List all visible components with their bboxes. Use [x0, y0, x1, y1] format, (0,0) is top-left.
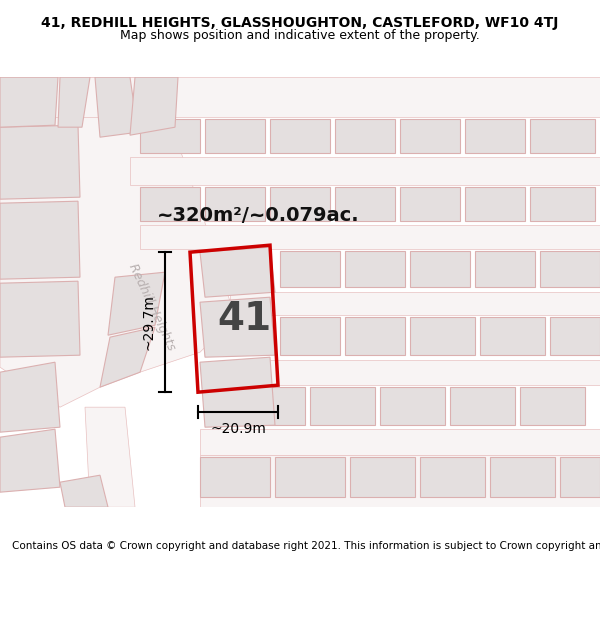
Text: ~29.7m: ~29.7m [141, 294, 155, 350]
Text: Contains OS data © Crown copyright and database right 2021. This information is : Contains OS data © Crown copyright and d… [12, 541, 600, 551]
Polygon shape [410, 317, 475, 355]
Polygon shape [95, 77, 138, 137]
Polygon shape [335, 188, 395, 221]
Text: ~20.9m: ~20.9m [210, 422, 266, 436]
Polygon shape [0, 125, 80, 199]
Polygon shape [450, 387, 515, 425]
Text: Redhill Heights: Redhill Heights [126, 262, 178, 352]
Polygon shape [420, 458, 485, 498]
Polygon shape [240, 387, 305, 425]
Polygon shape [130, 157, 600, 185]
Polygon shape [465, 119, 525, 153]
Text: 41: 41 [217, 299, 271, 338]
Polygon shape [140, 225, 600, 249]
Polygon shape [310, 387, 375, 425]
Polygon shape [205, 119, 265, 153]
Polygon shape [60, 475, 108, 508]
Polygon shape [490, 458, 555, 498]
Polygon shape [345, 317, 405, 355]
Polygon shape [200, 357, 275, 428]
Polygon shape [380, 387, 445, 425]
Polygon shape [335, 119, 395, 153]
Polygon shape [205, 188, 265, 221]
Polygon shape [350, 458, 415, 498]
Polygon shape [0, 77, 58, 128]
Polygon shape [0, 77, 600, 118]
Polygon shape [100, 328, 155, 387]
Polygon shape [85, 408, 135, 508]
Polygon shape [530, 119, 595, 153]
Polygon shape [130, 77, 178, 135]
Text: 41, REDHILL HEIGHTS, GLASSHOUGHTON, CASTLEFORD, WF10 4TJ: 41, REDHILL HEIGHTS, GLASSHOUGHTON, CAST… [41, 16, 559, 30]
Polygon shape [0, 429, 60, 493]
Polygon shape [280, 317, 340, 355]
Polygon shape [345, 251, 405, 288]
Polygon shape [560, 458, 600, 498]
Polygon shape [200, 247, 275, 297]
Polygon shape [0, 77, 235, 408]
Polygon shape [520, 387, 585, 425]
Polygon shape [410, 251, 470, 288]
Polygon shape [0, 362, 60, 432]
Text: ~320m²/~0.079ac.: ~320m²/~0.079ac. [157, 206, 359, 225]
Polygon shape [540, 251, 600, 288]
Polygon shape [0, 281, 80, 357]
Polygon shape [58, 77, 90, 128]
Polygon shape [0, 201, 80, 279]
Text: Map shows position and indicative extent of the property.: Map shows position and indicative extent… [120, 29, 480, 42]
Polygon shape [108, 272, 165, 335]
Polygon shape [230, 360, 600, 385]
Polygon shape [270, 188, 330, 221]
Polygon shape [480, 317, 545, 355]
Polygon shape [200, 458, 270, 498]
Polygon shape [530, 188, 595, 221]
Polygon shape [400, 188, 460, 221]
Polygon shape [400, 119, 460, 153]
Polygon shape [140, 188, 200, 221]
Polygon shape [475, 251, 535, 288]
Polygon shape [200, 429, 600, 455]
Polygon shape [230, 292, 600, 315]
Polygon shape [200, 455, 600, 508]
Polygon shape [200, 297, 275, 357]
Polygon shape [270, 119, 330, 153]
Polygon shape [140, 119, 200, 153]
Polygon shape [275, 458, 345, 498]
Polygon shape [280, 251, 340, 288]
Polygon shape [550, 317, 600, 355]
Polygon shape [465, 188, 525, 221]
